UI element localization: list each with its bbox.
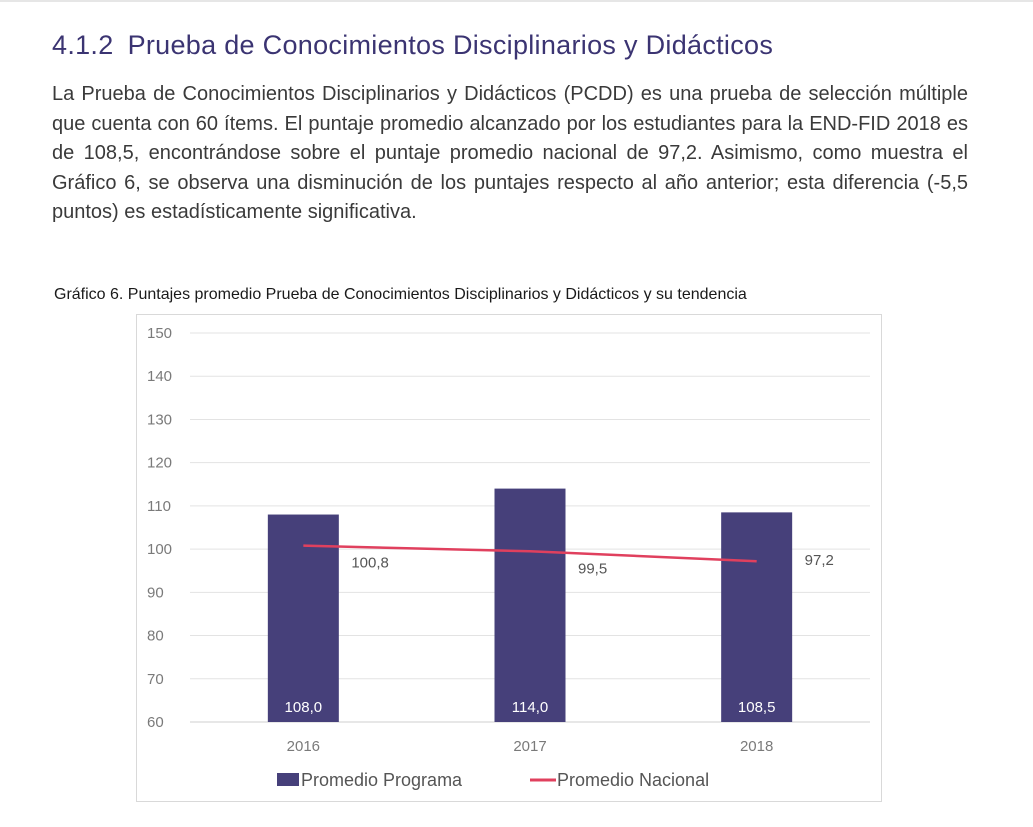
y-tick-label: 100 xyxy=(147,541,172,558)
x-tick-label: 2017 xyxy=(513,738,546,755)
legend-label-nacional: Promedio Nacional xyxy=(557,770,709,790)
figure-caption: Gráfico 6. Puntajes promedio Prueba de C… xyxy=(54,286,747,303)
body-paragraph: La Prueba de Conocimientos Disciplinario… xyxy=(52,83,968,224)
y-tick-label: 110 xyxy=(147,498,171,515)
line-data-label: 99,5 xyxy=(578,560,607,577)
x-tick-label: 2018 xyxy=(740,738,773,755)
bar-data-label: 108,0 xyxy=(285,699,323,716)
national-average-line xyxy=(303,544,757,563)
bar-data-label: 108,5 xyxy=(738,699,776,716)
section-heading: 4.1.2 Prueba de Conocimientos Disciplinar… xyxy=(52,30,773,61)
y-tick-label: 90 xyxy=(147,584,164,601)
x-tick-label: 2016 xyxy=(287,738,320,755)
section-number: 4.1.2 xyxy=(52,30,114,60)
legend-label-programa: Promedio Programa xyxy=(301,770,463,790)
line-data-label: 97,2 xyxy=(805,552,834,569)
top-rule xyxy=(0,0,1033,2)
y-tick-label: 120 xyxy=(147,455,172,472)
bar xyxy=(721,512,793,722)
bar xyxy=(267,514,339,722)
legend-bar-swatch xyxy=(277,773,299,786)
bar-data-label: 114,0 xyxy=(512,699,548,716)
bar xyxy=(494,488,566,722)
section-title: Prueba de Conocimientos Disciplinarios y… xyxy=(127,30,774,60)
y-tick-label: 130 xyxy=(147,411,172,428)
y-tick-label: 60 xyxy=(147,714,164,731)
y-tick-label: 150 xyxy=(147,325,172,342)
y-tick-label: 80 xyxy=(147,628,164,645)
y-tick-label: 70 xyxy=(147,671,164,688)
line-data-label: 100,8 xyxy=(351,555,389,572)
y-tick-label: 140 xyxy=(147,368,172,385)
